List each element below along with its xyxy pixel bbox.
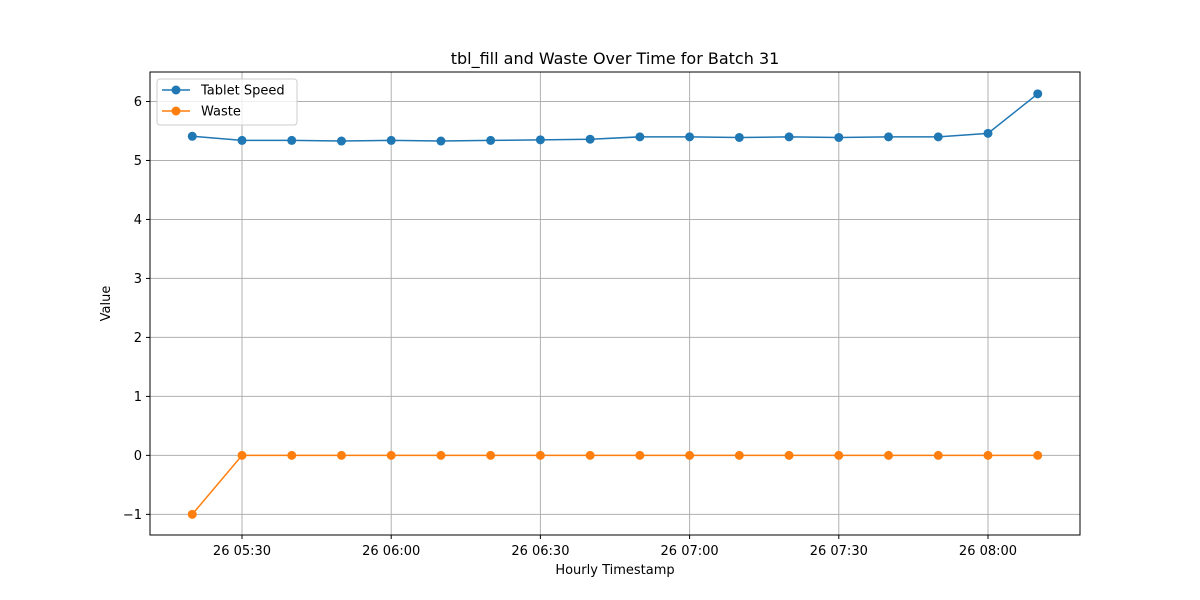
tablet-speed-point bbox=[1033, 89, 1043, 99]
tablet-speed-point bbox=[436, 136, 446, 146]
x-tick-label: 26 07:00 bbox=[661, 544, 719, 559]
legend-swatch-marker bbox=[171, 85, 181, 95]
tablet-speed-point bbox=[933, 132, 943, 142]
y-axis-label: Value bbox=[99, 286, 114, 322]
tablet-speed-point bbox=[784, 132, 794, 142]
waste-point bbox=[585, 450, 595, 460]
ticks: 26 05:30 26 06:00 26 06:30 26 07:00 26 07:30… bbox=[123, 95, 1017, 559]
waste-point bbox=[187, 509, 197, 519]
tablet-speed-point bbox=[685, 132, 695, 142]
waste-point bbox=[336, 450, 346, 460]
tablet-speed-point bbox=[983, 128, 993, 138]
x-tick-label: 26 06:30 bbox=[511, 544, 569, 559]
x-tick-label: 26 07:30 bbox=[810, 544, 868, 559]
plot-frame bbox=[149, 71, 1081, 536]
series-layer bbox=[187, 89, 1043, 519]
legend-swatch-marker bbox=[171, 106, 181, 116]
series-line-waste bbox=[191, 454, 1038, 515]
legend-label: Waste bbox=[201, 105, 241, 120]
waste-point bbox=[933, 450, 943, 460]
x-tick-label: 26 08:00 bbox=[959, 544, 1017, 559]
waste-point bbox=[386, 450, 396, 460]
tablet-speed-point bbox=[834, 132, 844, 142]
tablet-speed-point bbox=[734, 132, 744, 142]
legend-label: Tablet Speed bbox=[200, 84, 285, 99]
legend: Tablet Speed Waste bbox=[156, 78, 298, 126]
tablet-speed-point bbox=[486, 135, 496, 145]
tablet-speed-point bbox=[237, 135, 247, 145]
tablet-speed-point bbox=[336, 136, 346, 146]
waste-point bbox=[1033, 450, 1043, 460]
tablet-speed-point bbox=[187, 131, 197, 141]
y-tick-label: 1 bbox=[134, 390, 142, 405]
y-tick-label: −1 bbox=[123, 508, 142, 523]
y-tick-label: 6 bbox=[134, 95, 142, 110]
waste-point bbox=[784, 450, 794, 460]
y-tick-label: 3 bbox=[134, 272, 142, 287]
waste-point bbox=[486, 450, 496, 460]
tablet-speed-point bbox=[884, 132, 894, 142]
waste-point bbox=[983, 450, 993, 460]
waste-point bbox=[535, 450, 545, 460]
tablet-speed-point bbox=[535, 135, 545, 145]
y-tick-label: 4 bbox=[134, 213, 142, 228]
x-tick-label: 26 06:00 bbox=[362, 544, 420, 559]
waste-point bbox=[287, 450, 297, 460]
y-tick-label: 5 bbox=[134, 154, 142, 169]
x-tick-label: 26 05:30 bbox=[213, 544, 271, 559]
y-tick-label: 0 bbox=[134, 449, 142, 464]
legend-box bbox=[156, 78, 298, 126]
waste-point bbox=[635, 450, 645, 460]
tablet-speed-point bbox=[635, 132, 645, 142]
waste-point bbox=[436, 450, 446, 460]
waste-point bbox=[884, 450, 894, 460]
waste-point bbox=[734, 450, 744, 460]
x-axis-label: Hourly Timestamp bbox=[555, 563, 674, 578]
series-line-tablet-speed bbox=[192, 93, 1039, 142]
waste-point bbox=[834, 450, 844, 460]
waste-point bbox=[237, 450, 247, 460]
y-tick-label: 2 bbox=[134, 331, 142, 346]
waste-point bbox=[685, 450, 695, 460]
chart-title: tbl_fill and Waste Over Time for Batch 3… bbox=[451, 49, 780, 69]
tablet-speed-point bbox=[386, 135, 396, 145]
tablet-speed-point bbox=[585, 134, 595, 144]
tablet-speed-point bbox=[287, 135, 297, 145]
